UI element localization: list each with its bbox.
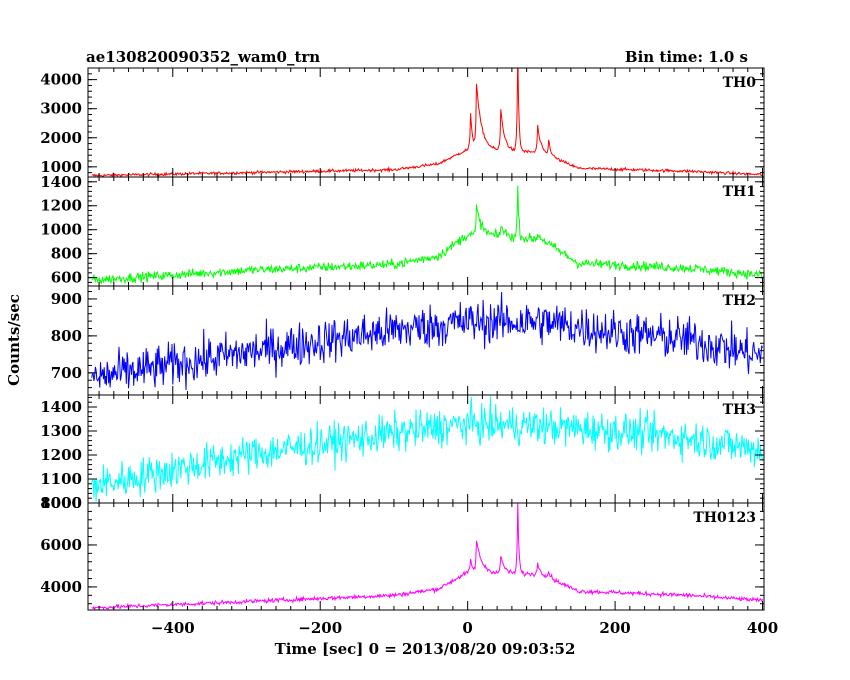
panel-frame [87,67,765,178]
panel-label-th1: TH1 [723,184,756,200]
panel-label-th2: TH2 [723,293,756,309]
y-tick-label: 1200 [40,197,82,215]
y-tick-label: 1400 [40,398,82,416]
y-tick-label: 3000 [40,100,82,118]
x-tick-label: 200 [599,619,630,637]
panel-frame [87,394,765,504]
y-tick-label: 1000 [40,221,82,239]
panel-frame [87,502,765,611]
y-tick-label: 600 [51,269,82,287]
x-tick-label: 400 [747,619,778,637]
panels-group: 1000 2000 3000 4000 TH0 600 800 1000 1200 1400 TH1… [40,67,765,611]
series-line-th3 [91,396,763,502]
panel-label-th0123: TH0123 [693,510,756,526]
x-tick-label: −200 [298,619,342,637]
panel-th0123: 4000 6000 8000 TH0123 [40,494,765,611]
series-line-th0 [91,68,763,177]
x-tick-label: 0 [462,619,472,637]
y-tick-label: 8000 [40,494,82,512]
panel-label-th3: TH3 [723,402,756,418]
y-tick-label: 800 [51,245,82,263]
y-tick-label: 1000 [40,494,82,512]
y-tick-label: 6000 [40,536,82,554]
bin-time-label: Bin time: 1.0 s [625,48,748,66]
y-tick-label: 1000 [40,158,82,176]
x-axis-tick-labels: −400 −200 0 200 400 [151,619,778,637]
y-tick-label: 1100 [40,470,82,488]
y-axis-title: Counts/sec [5,294,23,386]
panel-th0: 1000 2000 3000 4000 TH0 [40,67,765,178]
series-line-th0123 [91,503,763,610]
y-tick-label: 1200 [40,446,82,464]
y-tick-label: 4000 [40,71,82,89]
y-tick-label: 900 [51,290,82,308]
y-tick-label: 4000 [40,578,82,596]
series-line-th2 [91,292,763,391]
chart-title: ae130820090352_wam0_trn [86,48,320,66]
y-tick-label: 1400 [40,173,82,191]
x-tick-label: −400 [151,619,195,637]
panel-th1: 600 800 1000 1200 1400 TH1 [40,173,765,287]
panel-label-th0: TH0 [723,75,757,91]
x-axis-title: Time [sec] 0 = 2013/08/20 09:03:52 [275,640,576,658]
y-tick-label: 2000 [40,129,82,147]
y-tick-label: 700 [51,364,82,382]
panel-th2: 700 800 900 TH2 [51,285,765,396]
panel-th3: 1000 1100 1200 1300 1400 TH3 [40,394,765,512]
y-tick-label: 800 [51,327,82,345]
series-line-th1 [91,185,763,285]
y-tick-label: 1300 [40,422,82,440]
